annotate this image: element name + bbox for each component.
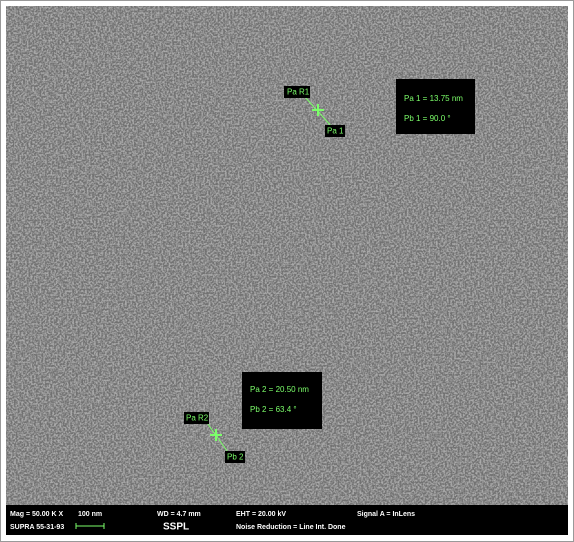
- label-bg: [284, 86, 310, 98]
- info-box: [396, 79, 475, 134]
- end-label: Pb 2: [227, 453, 244, 462]
- start-label: Pa R2: [186, 414, 209, 423]
- info-text: Pa 1 = 13.75 nm: [404, 94, 463, 103]
- info-text: Pa 2 = 20.50 nm: [250, 385, 309, 394]
- marker: [312, 104, 324, 116]
- eht: EHT = 20.00 kV: [236, 511, 286, 518]
- image-tint: [6, 6, 568, 506]
- noise: Noise Reduction = Line Int. Done: [236, 524, 346, 531]
- scale-label: 100 nm: [78, 511, 102, 518]
- signal: Signal A = InLens: [357, 511, 415, 518]
- label-bg: [184, 412, 209, 424]
- info-text: Pb 1 = 90.0 °: [404, 114, 451, 123]
- marker: [210, 429, 222, 441]
- info-box: [242, 372, 322, 429]
- mag: Mag = 50.00 K X: [10, 511, 63, 518]
- start-label: Pa R1: [287, 88, 310, 97]
- instrument: SUPRA 55-31-93: [10, 524, 64, 531]
- wd: WD = 4.7 mm: [157, 511, 201, 518]
- measure-line: [204, 419, 231, 456]
- info-text: Pb 2 = 63.4 °: [250, 405, 297, 414]
- lab: SSPL: [163, 522, 189, 533]
- label-bg: [325, 125, 345, 137]
- end-label: Pa 1: [327, 127, 344, 136]
- scale-bar: [75, 523, 105, 529]
- info-bar: [6, 505, 568, 535]
- label-bg: [225, 451, 245, 463]
